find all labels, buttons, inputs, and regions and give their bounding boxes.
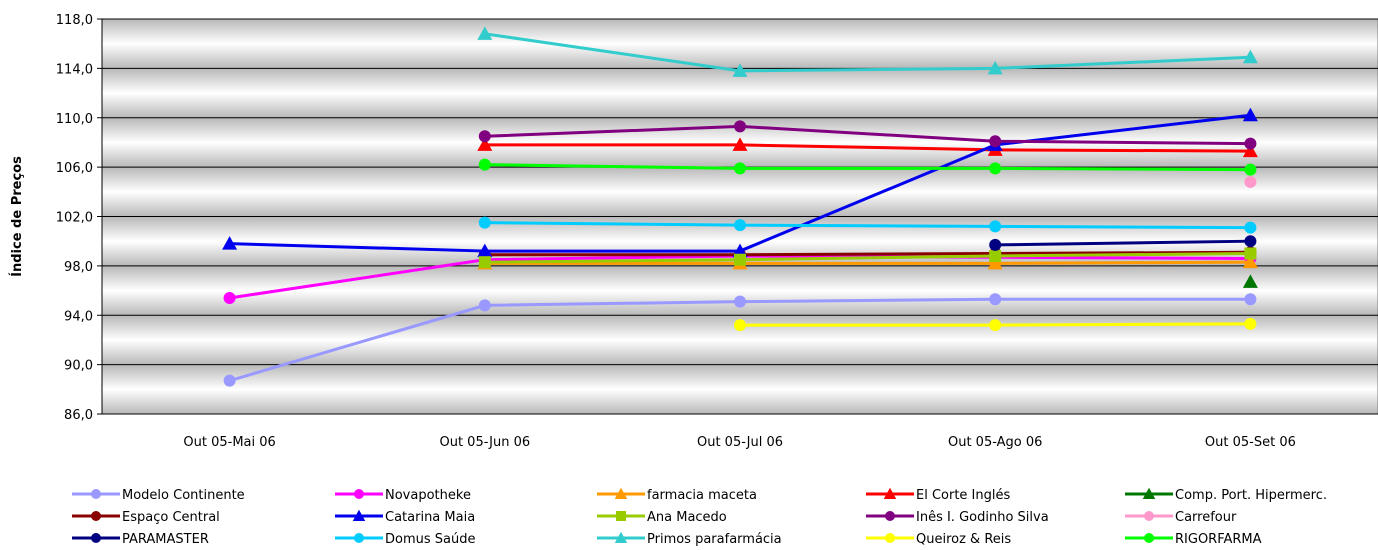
x-tick-label: Out 05-Ago 06 bbox=[948, 435, 1042, 450]
data-point bbox=[734, 120, 746, 132]
data-point bbox=[734, 162, 746, 174]
data-point bbox=[885, 533, 895, 543]
y-tick-label: 98,0 bbox=[64, 260, 93, 275]
y-tick-label: 94,0 bbox=[64, 309, 93, 324]
legend-item: El Corte Inglés bbox=[866, 488, 1010, 503]
data-point bbox=[354, 533, 364, 543]
legend-item: Catarina Maia bbox=[335, 510, 475, 525]
y-tick-label: 86,0 bbox=[64, 408, 93, 423]
data-point bbox=[1244, 164, 1256, 176]
legend-item: Ana Macedo bbox=[597, 510, 727, 525]
legend-item: Queiroz & Reis bbox=[866, 532, 1011, 547]
x-tick-label: Out 05-Jul 06 bbox=[697, 435, 783, 450]
y-tick-label: 102,0 bbox=[56, 211, 93, 226]
y-tick-label: 90,0 bbox=[64, 359, 93, 374]
x-axis-ticks: Out 05-Mai 06 Out 05-Jun 06 Out 05-Jul 06 O… bbox=[183, 435, 1295, 450]
data-point bbox=[91, 511, 101, 521]
data-point bbox=[354, 489, 364, 499]
data-point bbox=[224, 375, 236, 387]
legend-label: RIGORFARMA bbox=[1175, 532, 1262, 547]
legend-label: Queiroz & Reis bbox=[916, 532, 1011, 547]
legend-label: Carrefour bbox=[1175, 510, 1237, 525]
legend-item: Espaço Central bbox=[72, 510, 220, 525]
legend-label: Espaço Central bbox=[122, 510, 220, 525]
series-group bbox=[1244, 176, 1256, 188]
y-tick-label: 110,0 bbox=[56, 112, 93, 127]
data-point bbox=[885, 511, 895, 521]
data-point bbox=[989, 162, 1001, 174]
data-point bbox=[479, 217, 491, 229]
data-point bbox=[989, 220, 1001, 232]
legend-item: Primos parafarmácia bbox=[597, 532, 782, 547]
plot-band bbox=[102, 167, 1378, 216]
data-point bbox=[91, 489, 101, 499]
data-point bbox=[989, 250, 1001, 262]
data-point bbox=[479, 299, 491, 311]
x-tick-label: Out 05-Set 06 bbox=[1205, 435, 1296, 450]
data-point bbox=[1244, 235, 1256, 247]
legend-label: Ana Macedo bbox=[647, 510, 727, 525]
legend-label: Modelo Continente bbox=[122, 488, 245, 503]
data-point bbox=[734, 296, 746, 308]
data-point bbox=[989, 239, 1001, 251]
legend-label: Novapotheke bbox=[385, 488, 471, 503]
data-point bbox=[1244, 293, 1256, 305]
y-axis-label: Índice de Preços bbox=[9, 156, 25, 277]
y-tick-label: 118,0 bbox=[56, 13, 93, 28]
y-tick-label: 106,0 bbox=[56, 161, 93, 176]
legend-label: Primos parafarmácia bbox=[647, 532, 782, 547]
legend-label: Catarina Maia bbox=[385, 510, 475, 525]
legend-item: Carrefour bbox=[1125, 510, 1237, 525]
legend-label: Inês I. Godinho Silva bbox=[916, 510, 1049, 525]
legend-label: PARAMASTER bbox=[122, 532, 209, 547]
data-point bbox=[1244, 318, 1256, 330]
data-point bbox=[479, 130, 491, 142]
legend-item: Inês I. Godinho Silva bbox=[866, 510, 1049, 525]
legend-label: Comp. Port. Hipermerc. bbox=[1175, 488, 1327, 503]
legend-label: farmacia maceta bbox=[647, 488, 757, 503]
legend-item: PARAMASTER bbox=[72, 532, 209, 547]
data-point bbox=[1244, 138, 1256, 150]
legend-item: Modelo Continente bbox=[72, 488, 245, 503]
plot-band bbox=[102, 365, 1378, 414]
data-point bbox=[1144, 511, 1154, 521]
data-point bbox=[91, 533, 101, 543]
data-point bbox=[734, 254, 746, 266]
data-point bbox=[479, 159, 491, 171]
data-point bbox=[989, 135, 1001, 147]
x-tick-label: Out 05-Jun 06 bbox=[439, 435, 530, 450]
data-point bbox=[1244, 248, 1256, 260]
data-point bbox=[1244, 222, 1256, 234]
data-point bbox=[479, 256, 491, 268]
y-tick-label: 114,0 bbox=[56, 62, 93, 77]
data-point bbox=[989, 293, 1001, 305]
y-axis-ticks: 86,0 90,0 94,0 98,0 102,0 106,0 110,0 114,0 118,… bbox=[56, 13, 93, 423]
legend-label: El Corte Inglés bbox=[916, 488, 1010, 503]
legend-item: Novapotheke bbox=[335, 488, 471, 503]
data-point bbox=[734, 219, 746, 231]
x-tick-label: Out 05-Mai 06 bbox=[183, 435, 275, 450]
legend-item: Comp. Port. Hipermerc. bbox=[1125, 488, 1327, 503]
data-point bbox=[989, 319, 1001, 331]
legend-label: Domus Saúde bbox=[385, 532, 475, 547]
data-point bbox=[734, 319, 746, 331]
data-point bbox=[224, 292, 236, 304]
data-point bbox=[1144, 533, 1154, 543]
legend-item: Domus Saúde bbox=[335, 532, 475, 547]
legend-item: RIGORFARMA bbox=[1125, 532, 1262, 547]
legend-item: farmacia maceta bbox=[597, 488, 757, 503]
data-point bbox=[616, 511, 626, 521]
plot-band bbox=[102, 266, 1378, 315]
data-point bbox=[1244, 176, 1256, 188]
legend: Modelo Continente Novapotheke farmacia mac… bbox=[72, 488, 1327, 547]
